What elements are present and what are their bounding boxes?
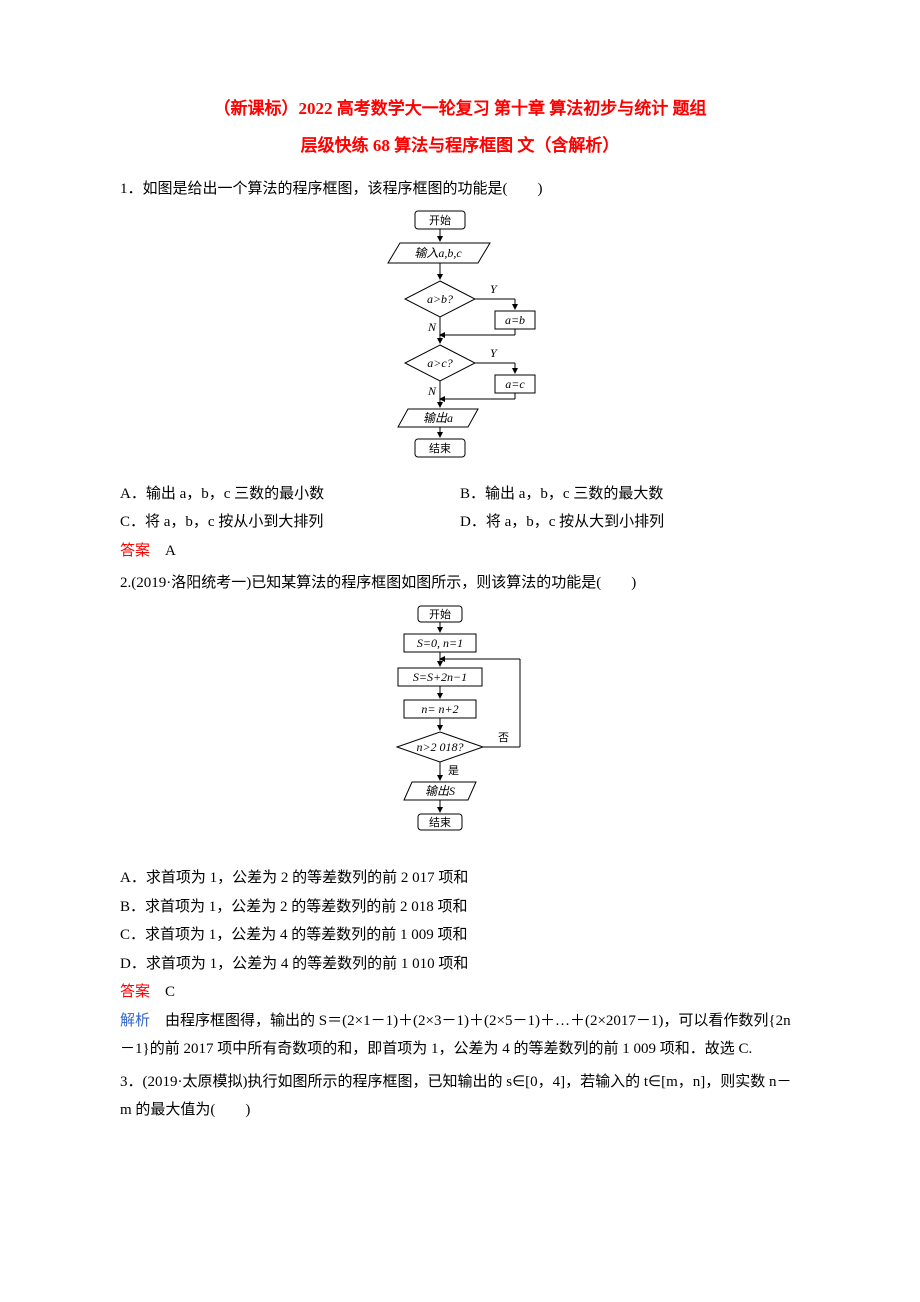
title-line2: 层级快练 68 算法与程序框图 文（含解析）	[120, 127, 800, 164]
fc2-yes: 是	[448, 764, 459, 777]
fc-out: 输出a	[423, 411, 453, 425]
fc-start: 开始	[429, 213, 451, 227]
fc-input: 输入a,b,c	[414, 246, 462, 260]
fc2-cond: n>2 018?	[416, 740, 463, 754]
q2-answer-label: 答案	[120, 984, 150, 1000]
fc2-step2: n= n+2	[421, 702, 458, 716]
fc-d1: a>b?	[427, 292, 453, 306]
q1-optA: A．输出 a，b，c 三数的最小数	[120, 480, 460, 509]
fc2-no: 否	[498, 732, 509, 744]
fc2-out: 输出S	[425, 784, 455, 798]
fc2-start: 开始	[429, 607, 451, 621]
q2-analysis-label: 解析	[120, 1013, 150, 1029]
q1-optC: C．将 a，b，c 按从小到大排列	[120, 508, 460, 537]
fc-y1: Y	[490, 282, 498, 296]
fc2-end: 结束	[429, 816, 451, 829]
q1-optD: D．将 a，b，c 按从大到小排列	[460, 508, 800, 537]
fc-r1: a=b	[505, 313, 525, 327]
q2-optD: D．求首项为 1，公差为 4 的等差数列的前 1 010 项和	[120, 950, 800, 979]
fc-y2: Y	[490, 346, 498, 360]
q2-analysis-text: 由程序框图得，输出的 S＝(2×1－1)＋(2×3－1)＋(2×5－1)＋…＋(…	[120, 1013, 791, 1058]
fc2-init: S=0, n=1	[417, 636, 463, 650]
q2-stem: 2.(2019·洛阳统考一)已知某算法的程序框图如图所示，则该算法的功能是( )	[120, 569, 800, 598]
fc-end: 结束	[429, 442, 451, 455]
fc2-step1: S=S+2n−1	[413, 670, 467, 684]
fc-n2: N	[427, 384, 437, 398]
q2-optA: A．求首项为 1，公差为 2 的等差数列的前 2 017 项和	[120, 864, 800, 893]
q1-answer-label: 答案	[120, 543, 150, 559]
q1-stem: 1．如图是给出一个算法的程序框图，该程序框图的功能是( )	[120, 175, 800, 204]
q2-optC: C．求首项为 1，公差为 4 的等差数列的前 1 009 项和	[120, 921, 800, 950]
q1-flowchart: 开始 输入a,b,c a>b? Y a=b N a>c? Y a=c N 输出a…	[120, 209, 800, 470]
fc-d2: a>c?	[427, 356, 452, 370]
q1-answer-val: A	[150, 543, 176, 559]
title-line1: （新课标）2022 高考数学大一轮复习 第十章 算法初步与统计 题组	[120, 90, 800, 127]
fc-n1: N	[427, 320, 437, 334]
q1-optB: B．输出 a，b，c 三数的最大数	[460, 480, 800, 509]
q2-optB: B．求首项为 1，公差为 2 的等差数列的前 2 018 项和	[120, 893, 800, 922]
q3-stem: 3．(2019·太原模拟)执行如图所示的程序框图，已知输出的 s∈[0，4]，若…	[120, 1068, 800, 1125]
fc-r2: a=c	[505, 377, 525, 391]
q2-flowchart: 开始 S=0, n=1 S=S+2n−1 n= n+2 n>2 018? 否 是…	[120, 604, 800, 855]
q2-answer-val: C	[150, 984, 175, 1000]
